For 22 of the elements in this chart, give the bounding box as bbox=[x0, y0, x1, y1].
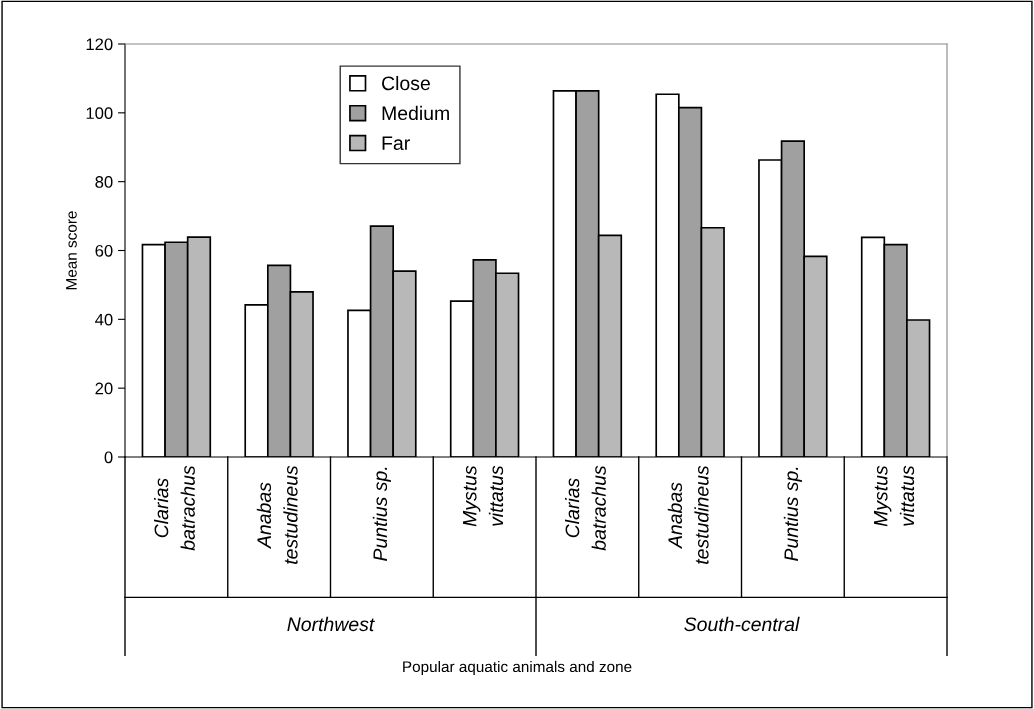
y-tick-label: 80 bbox=[95, 176, 113, 188]
text: Northwest bbox=[287, 616, 375, 632]
legend-label: Far bbox=[382, 136, 410, 151]
y-tick-label: 120 bbox=[86, 38, 113, 51]
text: Popular aquatic animals and zone bbox=[403, 660, 632, 676]
x-tick-label: Clarias batrachus bbox=[565, 465, 606, 551]
x-tick-label: Mystus vittatus bbox=[462, 465, 504, 527]
y-tick-label: 20 bbox=[95, 382, 113, 395]
x-tick-label: Clarias batrachus bbox=[154, 465, 195, 551]
x-tick-label: Mystus vittatus bbox=[873, 465, 915, 527]
y-tick-label: 40 bbox=[95, 313, 113, 326]
legend-label: Close bbox=[382, 75, 430, 91]
text: South-central bbox=[684, 616, 800, 632]
x-tick-label: Puntius sp. bbox=[783, 467, 802, 561]
x-tick-label: Anabas testudineus bbox=[256, 465, 298, 564]
x-tick-label: Puntius sp. bbox=[372, 467, 391, 561]
y-tick-label: 100 bbox=[86, 107, 113, 120]
y-axis-title: Mean score bbox=[66, 211, 77, 290]
y-tick-label: 60 bbox=[95, 244, 113, 257]
x-tick-label: Anabas testudineus bbox=[667, 465, 709, 564]
legend-label: Medium bbox=[382, 105, 449, 121]
y-tick-label: 0 bbox=[104, 451, 113, 464]
